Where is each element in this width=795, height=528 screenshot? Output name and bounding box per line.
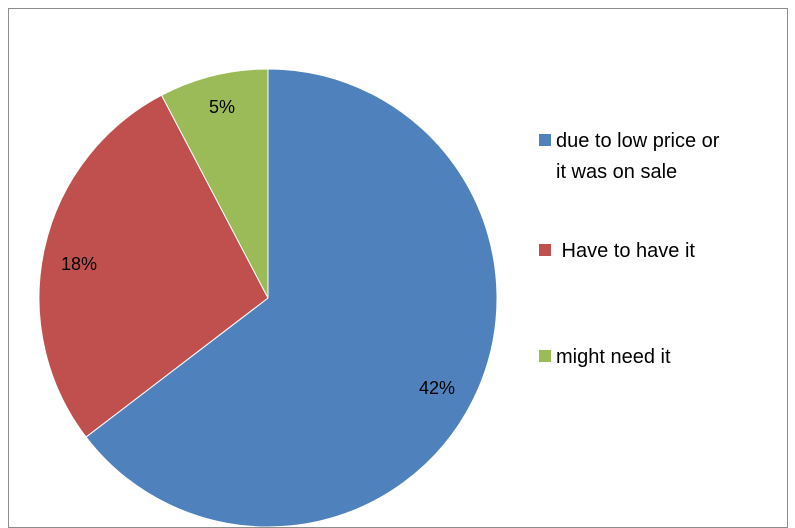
slice-label-0: 42% [419, 378, 455, 398]
legend-label-0-line-0: due to low price or [556, 130, 720, 152]
slice-labels: 42% 18% 5% [61, 97, 455, 398]
pie-slice-0 [85, 68, 498, 527]
legend-swatch-1 [539, 244, 551, 256]
legend-label-0-line-1: it was on sale [556, 161, 677, 183]
pie-slice-2 [160, 68, 269, 299]
legend-label-1-line-0: Have to have it [556, 240, 695, 262]
legend-swatch-0 [539, 134, 551, 146]
slice-label-2: 5% [209, 97, 235, 117]
legend-swatch-2 [539, 350, 551, 362]
pie-slice-1 [38, 94, 269, 438]
legend-label-2-line-0: might need it [556, 346, 671, 368]
legend: due to low price or it was on sale Have t… [539, 130, 720, 368]
pie-slices [38, 68, 498, 527]
slice-label-1: 18% [61, 254, 97, 274]
